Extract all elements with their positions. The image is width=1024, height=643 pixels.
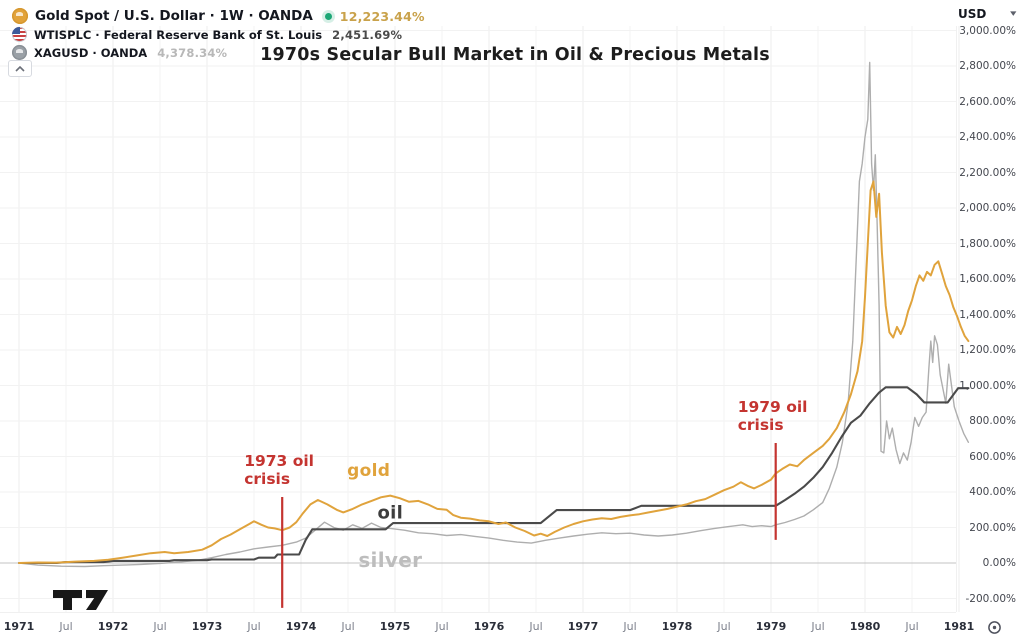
x-tick-label: 1974: [285, 620, 317, 633]
legend-symbol-title: WTISPLC · Federal Reserve Bank of St. Lo…: [34, 27, 323, 42]
series-line-wtisplc: [17, 386, 970, 565]
x-tick-label: 1976: [473, 620, 505, 633]
x-tick-label: Jul: [717, 620, 731, 633]
y-tick-label: 200.00%: [969, 521, 1016, 534]
y-tick-label: 1,200.00%: [959, 344, 1016, 356]
x-tick-label: 1977: [567, 620, 599, 633]
y-tick-label: 0.00%: [982, 557, 1016, 569]
y-tick-label: 2,800.00%: [959, 60, 1016, 72]
x-tick-label: 1973: [191, 620, 223, 633]
y-tick-label: 3,000.00%: [959, 24, 1016, 37]
x-tick-label: Jul: [435, 620, 449, 633]
series-label-oil: oil: [377, 502, 404, 524]
market-open-dot-icon: [324, 12, 332, 20]
y-tick-label: 2,200.00%: [959, 166, 1016, 179]
legend-row-oil[interactable]: WTISPLC · Federal Reserve Bank of St. Lo…: [12, 27, 425, 42]
series-label-gold: gold: [347, 460, 391, 481]
x-tick-label: Jul: [247, 620, 261, 633]
chevron-down-icon: ▾: [1010, 9, 1017, 19]
gold-coin-icon: [12, 8, 28, 24]
legend-value: 12,223.44%: [339, 8, 425, 24]
x-tick-label: Jul: [153, 620, 167, 633]
legend-value: 2,451.69%: [332, 27, 403, 42]
legend-collapse-button[interactable]: [8, 60, 32, 77]
price-scale[interactable]: [956, 0, 1024, 612]
y-tick-label: 1,600.00%: [959, 273, 1016, 285]
x-tick-label: 1980: [849, 620, 881, 633]
y-tick-label: 2,600.00%: [959, 95, 1016, 108]
y-tick-label: 400.00%: [969, 486, 1016, 498]
x-tick-label: 1979: [755, 620, 787, 633]
x-tick-label: Jul: [529, 620, 543, 633]
x-tick-label: Jul: [623, 620, 637, 633]
event-annotation-label: 1973 oil crisis: [244, 451, 314, 488]
y-tick-label: 2,000.00%: [959, 202, 1016, 214]
series-line-gold: [18, 180, 970, 564]
x-tick-label: Jul: [341, 620, 355, 633]
x-tick-label: 1971: [3, 620, 35, 633]
y-tick-label: 800.00%: [969, 415, 1016, 427]
y-tick-label: 1,800.00%: [959, 237, 1016, 250]
legend-symbol-title: Gold Spot / U.S. Dollar · 1W · OANDA: [35, 8, 313, 24]
chart-annotation-title: 1970s Secular Bull Market in Oil & Preci…: [260, 45, 770, 65]
currency-label: USD: [958, 7, 987, 21]
y-tick-label: 1,000.00%: [959, 379, 1016, 392]
series-label-silver: silver: [358, 547, 423, 572]
y-tick-label: -200.00%: [965, 592, 1016, 605]
legend-value: 4,378.34%: [157, 45, 228, 60]
legend-row-gold[interactable]: Gold Spot / U.S. Dollar · 1W · OANDA 12,…: [12, 8, 425, 24]
tradingview-logo: [53, 590, 108, 610]
legend-row-silver[interactable]: XAGUSD · OANDA 4,378.34%: [12, 45, 425, 60]
y-tick-label: 1,400.00%: [959, 308, 1016, 321]
y-tick-label: 2,400.00%: [959, 131, 1016, 143]
x-tick-label: 1972: [97, 620, 129, 633]
x-tick-label: 1981: [943, 620, 975, 633]
timescale-settings-button[interactable]: [984, 617, 1004, 637]
symbol-legend: Gold Spot / U.S. Dollar · 1W · OANDA 12,…: [12, 8, 425, 63]
chevron-up-icon: [15, 65, 25, 72]
us-flag-icon: [12, 27, 27, 42]
x-tick-label: 1978: [661, 620, 693, 633]
y-tick-label: 600.00%: [969, 450, 1016, 463]
currency-selector[interactable]: USD ▾: [958, 7, 1017, 21]
x-tick-label: Jul: [811, 620, 825, 633]
settings-gear-icon: [987, 620, 1001, 634]
x-tick-label: 1975: [379, 620, 411, 633]
x-tick-label: Jul: [59, 620, 73, 633]
event-annotation-label: 1979 oil crisis: [737, 398, 808, 434]
silver-coin-icon: [12, 45, 27, 60]
x-tick-label: Jul: [905, 620, 919, 633]
legend-symbol-title: XAGUSD · OANDA: [34, 45, 148, 60]
